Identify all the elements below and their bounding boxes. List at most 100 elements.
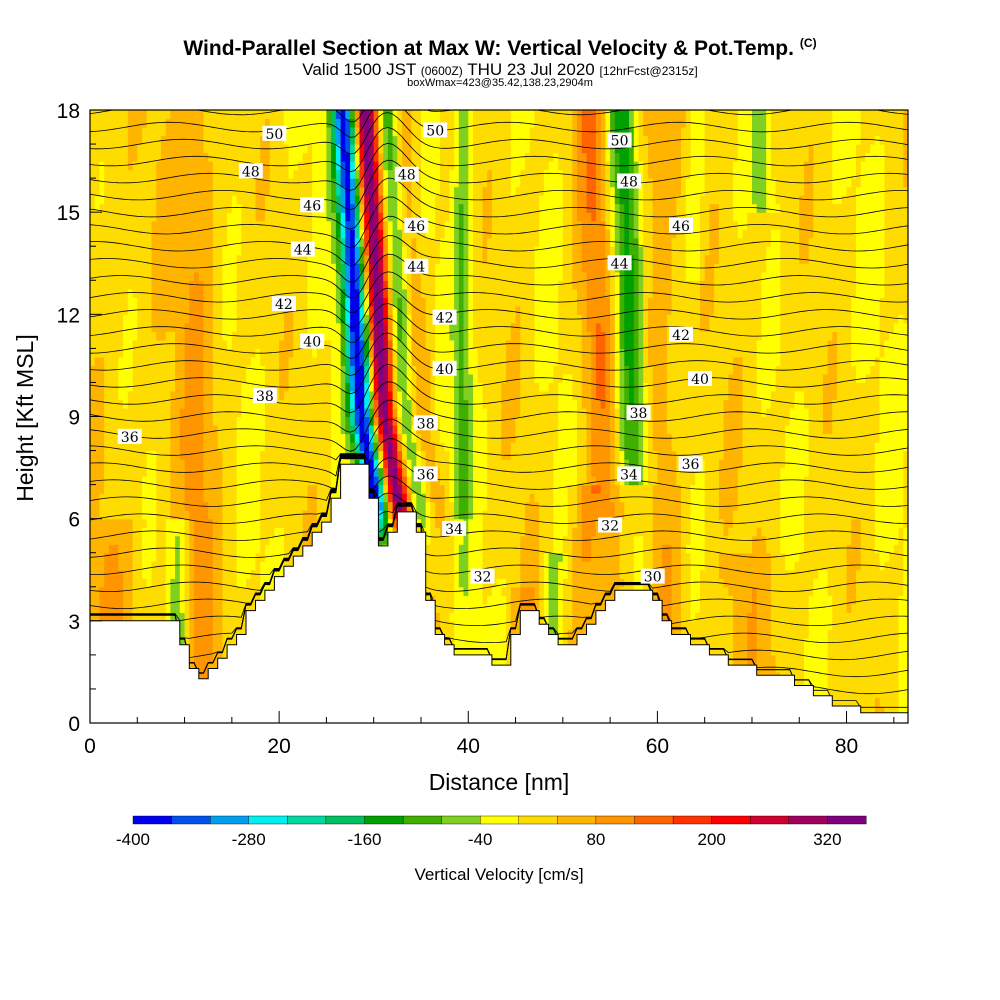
isentrope-label: 44 [407, 260, 425, 276]
isentrope-label-bg [423, 122, 448, 138]
isentrope-label-bg [678, 456, 703, 472]
isentrope-label-bg [607, 255, 632, 271]
isentrope-label-bg [413, 415, 438, 431]
isentrope-label: 46 [672, 219, 690, 235]
isentrope-label: 44 [611, 256, 629, 272]
colorbar-swatch [171, 815, 211, 825]
colorbar-tick-label: 200 [698, 830, 726, 849]
isentrope-label-bg [432, 360, 457, 376]
isentrope-line [90, 332, 908, 376]
isentrope-label-bg [626, 405, 651, 421]
isentrope-label: 40 [691, 372, 709, 388]
isentrope-line [90, 253, 908, 299]
colorbar-swatch [441, 815, 481, 825]
colorbar-swatch [209, 815, 250, 825]
colorbar-tick-label: -280 [232, 830, 266, 849]
colorbar-swatch [480, 815, 520, 825]
y-tick-label: 9 [68, 407, 80, 430]
isentrope-line [90, 381, 908, 433]
isentrope-line [90, 454, 908, 541]
colorbar-swatch [325, 815, 365, 825]
isentrope-label-bg [442, 520, 467, 536]
isentrope-label: 32 [601, 519, 619, 535]
isentrope-label-bg [262, 125, 287, 141]
isentrope-line [90, 454, 908, 507]
isentrope-label: 40 [436, 362, 454, 378]
isentrope-label: 36 [682, 457, 700, 473]
x-tick-label: 80 [835, 735, 858, 758]
isentrope-line [90, 287, 908, 328]
isentrope-line [90, 457, 908, 661]
colorbar-swatch [132, 815, 173, 825]
isentrope-line [90, 235, 908, 283]
isentrope-line [90, 215, 908, 267]
isentrope-label: 48 [620, 175, 638, 191]
colorbar-swatch [634, 815, 674, 825]
potential-temperature-contours [90, 110, 908, 708]
isentrope-label: 50 [426, 123, 444, 139]
isentrope-line [90, 271, 908, 313]
isentrope-line [90, 456, 908, 610]
copyright-mark: (C) [799, 36, 817, 50]
isentrope-line [90, 418, 908, 461]
y-tick-label: 15 [57, 202, 80, 225]
isentrope-label: 38 [256, 389, 274, 405]
isentrope-label: 38 [630, 406, 648, 422]
isentrope-line [90, 110, 908, 138]
isentrope-label: 30 [644, 570, 662, 586]
isentrope-line [90, 455, 908, 592]
colorbar-swatch [557, 815, 597, 825]
isentrope-line [90, 457, 908, 643]
isentrope-line [90, 438, 908, 477]
isentrope-label-bg [432, 309, 457, 325]
chart-title: Wind-Parallel Section at Max W: Vertical… [183, 36, 817, 60]
isentrope-label-bg [688, 371, 712, 386]
colorbar-swatch [672, 815, 713, 825]
isentrope-label: 34 [620, 467, 638, 483]
isentrope-labels: 50 48 46 44 42 40 38 36 50 48 46 44 42 40 38 36 34 32 50 48… [117, 122, 712, 586]
isentrope-line [90, 454, 908, 524]
colorbar-swatch [595, 815, 636, 825]
colorbar-swatch [248, 815, 288, 825]
isentrope-line [90, 363, 908, 414]
chart-box-info: boxWmax=423@35.42,138.23,2904m [407, 77, 593, 89]
isentrope-label: 42 [275, 297, 293, 313]
isentrope-label: 50 [265, 127, 283, 143]
isentrope-line [90, 177, 908, 230]
isentrope-label-bg [394, 166, 419, 182]
y-axis-label: Height [Kft MSL] [12, 334, 38, 501]
isentrope-line [90, 142, 908, 191]
isentrope-label: 48 [398, 168, 416, 184]
x-axis-label: Distance [nm] [429, 769, 570, 795]
colorbar-swatch [750, 815, 790, 825]
y-tick-label: 0 [68, 713, 80, 736]
isentrope-label-bg [117, 428, 142, 444]
colorbar: -400 -280 -160 -40 80 200 320 [116, 815, 867, 849]
isentrope-line [90, 127, 908, 173]
isentrope-label: 32 [474, 570, 492, 586]
colorbar-swatch [711, 815, 751, 825]
colorbar-tick-label: -400 [116, 830, 150, 849]
isentrope-line [90, 317, 908, 359]
isentrope-line [90, 456, 908, 626]
isentrope-line [90, 347, 908, 395]
isentrope-line [90, 455, 908, 575]
isentrope-line [90, 399, 908, 452]
isentrope-label: 42 [436, 311, 454, 327]
vertical-velocity-field [90, 110, 908, 723]
colorbar-swatch [287, 815, 327, 825]
colorbar-tick-label: -40 [468, 830, 493, 849]
isentrope-label: 36 [417, 467, 435, 483]
isentrope-label-bg [252, 388, 277, 404]
isentrope-label: 36 [121, 430, 139, 446]
isentrope-label: 48 [242, 164, 260, 180]
x-tick-label: 0 [84, 735, 96, 758]
isentrope-label: 34 [445, 522, 463, 538]
colorbar-swatch [518, 815, 558, 825]
isentrope-label-bg [300, 197, 325, 213]
colorbar-tick-label: -160 [347, 830, 381, 849]
x-tick-label: 60 [646, 735, 669, 758]
isentrope-label-bg [470, 568, 495, 584]
isentrope-line [90, 110, 908, 123]
